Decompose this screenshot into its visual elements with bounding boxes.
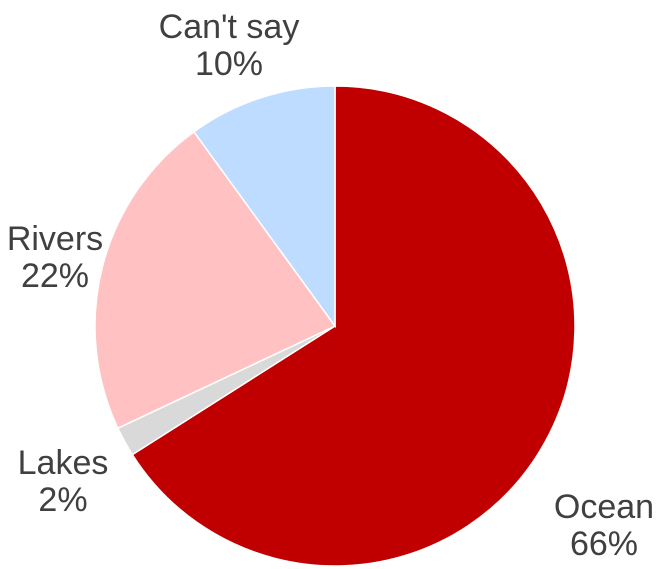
slice-value-can-t-say: 10%	[195, 45, 263, 83]
slice-value-rivers: 22%	[21, 257, 89, 295]
slice-label-ocean: Ocean	[554, 488, 654, 526]
slice-label-lakes: Lakes	[18, 444, 109, 482]
slice-label-rivers: Rivers	[7, 220, 103, 258]
pie-slice-can-t-say	[192, 85, 336, 329]
slice-value-lakes: 2%	[38, 481, 87, 519]
slice-value-ocean: 66%	[570, 525, 638, 563]
pie-slice-rivers	[94, 130, 337, 430]
pie-slices	[94, 85, 576, 567]
slice-label-can-t-say: Can't say	[159, 8, 300, 46]
pie-slice-ocean	[131, 85, 576, 567]
